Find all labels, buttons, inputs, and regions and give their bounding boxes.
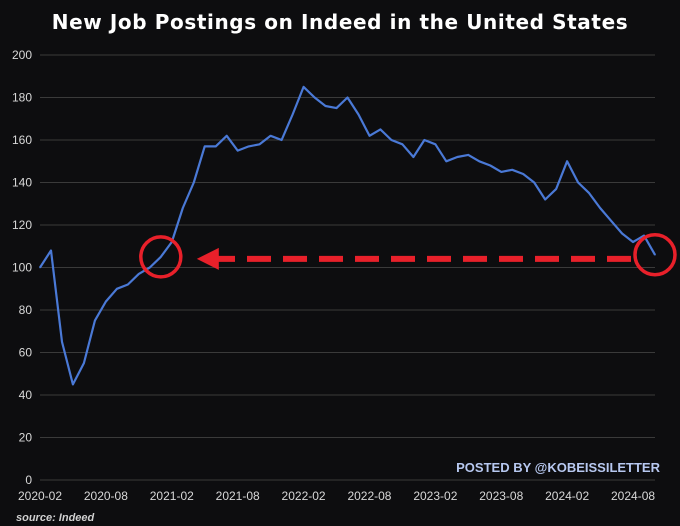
y-axis: 0 20 40 60 80 100 120 140 160 180 200	[12, 48, 32, 487]
grid-lines	[40, 54, 655, 481]
data-point	[434, 143, 437, 146]
y-tick-label: 140	[12, 176, 32, 190]
data-point	[72, 383, 74, 386]
data-point	[269, 134, 272, 137]
data-point	[39, 266, 41, 269]
y-tick-label: 80	[19, 303, 33, 317]
data-point	[566, 160, 568, 163]
x-tick-label: 2023-02	[413, 489, 457, 503]
y-tick-label: 20	[19, 431, 33, 445]
data-point	[203, 145, 206, 148]
watermark: POSTED BY @KOBEISSILETTER	[456, 460, 660, 475]
data-point	[149, 266, 151, 269]
y-tick-label: 100	[12, 261, 32, 275]
annotation-layer	[139, 233, 677, 279]
data-point	[467, 154, 470, 156]
data-point	[324, 105, 327, 107]
data-point	[225, 134, 228, 137]
x-tick-label: 2024-02	[545, 489, 589, 503]
arrow-head	[196, 247, 219, 270]
data-point	[423, 139, 426, 141]
x-tick-label: 2024-08	[611, 489, 655, 503]
data-point	[214, 145, 217, 148]
y-tick-label: 40	[19, 388, 33, 402]
data-point	[390, 139, 393, 141]
x-tick-label: 2021-02	[150, 489, 194, 503]
data-point	[401, 143, 404, 146]
data-point	[577, 181, 579, 184]
data-point	[621, 232, 623, 235]
data-point	[632, 241, 634, 243]
x-tick-label: 2020-08	[84, 489, 128, 503]
data-point	[654, 253, 656, 256]
data-point	[489, 164, 492, 167]
data-point	[511, 168, 514, 171]
chart-title: New Job Postings on Indeed in the United…	[51, 10, 629, 34]
source-note: source: Indeed	[16, 512, 95, 524]
data-point	[599, 207, 601, 209]
y-tick-label: 60	[19, 346, 33, 360]
data-point	[181, 207, 184, 209]
data-point	[105, 300, 107, 303]
data-point	[544, 198, 546, 201]
data-point	[555, 188, 557, 190]
data-point	[533, 181, 535, 184]
series-layer	[39, 85, 656, 386]
data-point	[116, 287, 118, 290]
data-point	[83, 362, 85, 364]
data-point	[192, 181, 195, 184]
data-point	[50, 249, 52, 252]
data-point	[280, 139, 283, 141]
data-point	[357, 113, 360, 116]
highlight-circle	[633, 233, 677, 277]
y-tick-label: 160	[12, 133, 32, 147]
data-point	[138, 273, 140, 275]
series-line	[39, 85, 656, 386]
data-point	[610, 219, 612, 222]
y-tick-label: 180	[12, 91, 32, 105]
data-point	[160, 256, 162, 258]
data-point	[445, 160, 448, 163]
y-tick-label: 120	[12, 218, 32, 232]
data-point	[247, 145, 250, 148]
data-point	[379, 128, 382, 131]
data-point	[127, 283, 129, 286]
data-point	[412, 156, 415, 158]
x-tick-label: 2020-02	[18, 489, 62, 503]
data-point	[61, 341, 63, 343]
x-tick-label: 2023-08	[479, 489, 523, 503]
data-point	[368, 134, 371, 137]
y-tick-label: 200	[12, 48, 32, 62]
data-point	[456, 156, 459, 158]
data-point	[313, 96, 316, 99]
x-tick-label: 2022-08	[347, 489, 391, 503]
data-point	[500, 171, 503, 173]
x-axis: 2020-02 2020-08 2021-02 2021-08 2022-02 2022-…	[18, 489, 655, 503]
y-tick-label: 0	[25, 473, 32, 487]
data-point	[236, 149, 239, 152]
data-point	[522, 173, 525, 175]
x-tick-label: 2022-02	[282, 489, 326, 503]
data-point	[258, 143, 261, 146]
data-point	[302, 86, 305, 88]
data-point	[588, 192, 590, 194]
data-point	[346, 96, 349, 99]
data-point	[291, 113, 294, 116]
data-point	[478, 160, 481, 163]
x-tick-label: 2021-08	[216, 489, 260, 503]
data-point	[335, 107, 338, 109]
data-point	[94, 319, 96, 322]
highlight-circle	[139, 235, 183, 279]
